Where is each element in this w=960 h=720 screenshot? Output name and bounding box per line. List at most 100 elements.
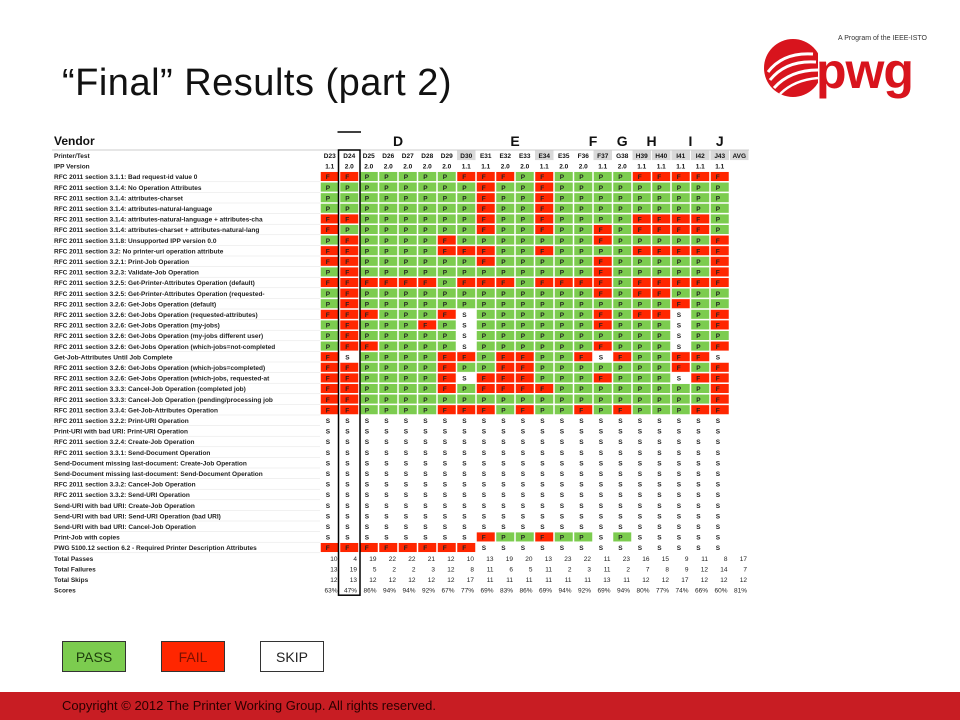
result-cell-label: P (540, 259, 545, 266)
result-cell-label: P (501, 407, 506, 414)
result-cell (495, 256, 515, 267)
result-cell-label: S (560, 524, 565, 531)
result-cell (398, 266, 418, 277)
result-cell-label: S (579, 439, 584, 446)
result-cell-label: F (345, 386, 349, 393)
test-name: RFC 2011 section 3.2.4: Create-Job Opera… (54, 439, 195, 446)
result-cell (515, 298, 535, 309)
result-cell-label: S (326, 513, 331, 520)
result-cell-label: S (443, 524, 448, 531)
result-cell (495, 171, 515, 182)
result-cell-label: S (696, 450, 701, 457)
result-cell (339, 415, 359, 426)
summary-cell: 8 (665, 566, 669, 573)
result-cell-label: P (423, 344, 428, 351)
result-cell-label: P (462, 270, 467, 277)
result-cell-label: P (579, 206, 584, 213)
result-cell (534, 309, 554, 320)
test-name: RFC 2011 section 3.3.3: Cancel-Job Opera… (54, 386, 246, 393)
result-cell-label: S (443, 471, 448, 478)
result-cell-label: P (599, 217, 604, 224)
result-cell-label: S (599, 460, 604, 467)
result-cell (437, 404, 457, 415)
result-cell (651, 489, 671, 500)
result-cell-label: F (345, 217, 349, 224)
result-cell (573, 319, 593, 330)
result-cell (690, 372, 710, 383)
result-cell (515, 542, 535, 553)
result-cell (632, 500, 652, 511)
result-cell (632, 362, 652, 373)
result-cell (495, 510, 515, 521)
result-cell (573, 330, 593, 341)
result-cell-label: S (638, 513, 643, 520)
result-cell-label: S (326, 524, 331, 531)
result-cell (515, 521, 535, 532)
column-header: E34 (538, 153, 550, 160)
result-cell-label: P (677, 270, 682, 277)
result-cell (320, 394, 340, 405)
result-cell (417, 415, 437, 426)
result-cell (476, 256, 496, 267)
test-name: RFC 2011 section 3.3.2: Cancel-Job Opera… (54, 482, 196, 489)
result-cell (573, 351, 593, 362)
result-cell-label: S (384, 471, 389, 478)
result-cell (417, 182, 437, 193)
result-cell (573, 372, 593, 383)
result-cell-label: F (345, 545, 349, 552)
result-cell-label: P (404, 365, 409, 372)
result-cell (515, 447, 535, 458)
result-cell (690, 298, 710, 309)
test-name: Print-URI with bad URI: Print-URI Operat… (54, 429, 188, 436)
result-cell (378, 341, 398, 352)
result-cell-label: S (462, 450, 467, 457)
result-cell-label: P (521, 333, 526, 340)
result-cell-label: P (462, 227, 467, 234)
result-cell (437, 425, 457, 436)
result-cell (710, 489, 730, 500)
result-cell (671, 457, 691, 468)
result-cell (671, 478, 691, 489)
result-cell-label: F (599, 280, 603, 287)
test-name: RFC 2011 section 3.2.3: Validate-Job Ope… (54, 270, 199, 277)
result-cell-label: P (579, 174, 584, 181)
result-cell (593, 415, 613, 426)
result-cell (456, 192, 476, 203)
result-cell (593, 383, 613, 394)
result-cell-label: F (696, 354, 700, 361)
result-cell-label: S (677, 312, 682, 319)
result-cell (651, 171, 671, 182)
result-cell (710, 213, 730, 224)
result-cell-label: S (462, 503, 467, 510)
result-cell-label: P (560, 376, 565, 383)
result-cell (417, 341, 437, 352)
result-cell-label: S (462, 312, 467, 319)
result-cell (710, 309, 730, 320)
result-cell-label: S (677, 503, 682, 510)
result-cell-label: P (540, 291, 545, 298)
result-cell-label: S (579, 429, 584, 436)
result-cell-label: P (462, 386, 467, 393)
result-cell (671, 404, 691, 415)
result-cell (593, 213, 613, 224)
result-cell-label: P (462, 238, 467, 245)
result-cell-label: S (521, 482, 526, 489)
result-cell (339, 457, 359, 468)
result-cell-label: P (365, 323, 370, 330)
result-cell-label: S (384, 492, 389, 499)
result-cell-label: P (443, 344, 448, 351)
result-cell-label: S (540, 429, 545, 436)
result-cell-label: P (560, 407, 565, 414)
result-cell (476, 447, 496, 458)
result-cell (476, 309, 496, 320)
result-cell (632, 457, 652, 468)
test-name: Print-Job with copies (54, 535, 120, 542)
result-cell-label: P (579, 195, 584, 202)
result-cell-label: S (482, 482, 487, 489)
test-name: RFC 2011 section 3.1.8: Unsupported IPP … (54, 238, 217, 245)
result-cell-label: P (443, 333, 448, 340)
result-cell-label: P (560, 195, 565, 202)
result-cell (710, 245, 730, 256)
result-cell (534, 425, 554, 436)
result-cell-label: P (462, 206, 467, 213)
